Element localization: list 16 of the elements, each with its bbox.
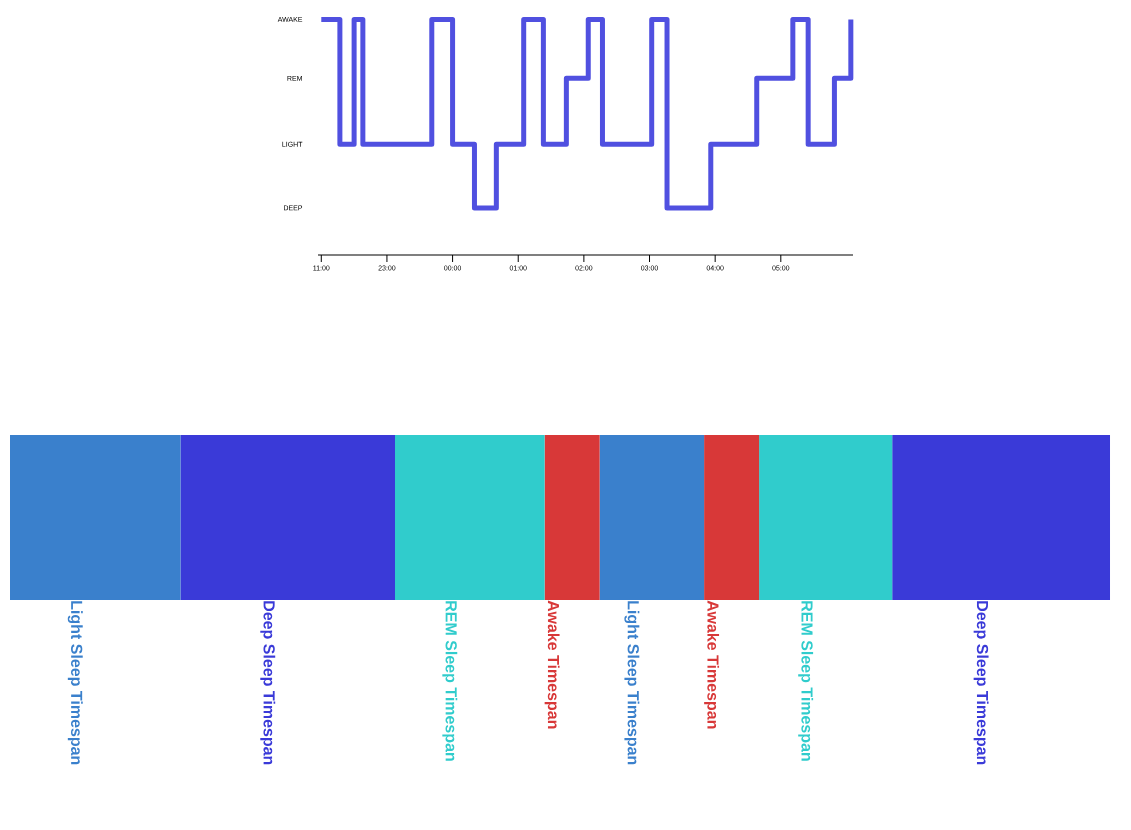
bar	[599, 435, 705, 600]
text: REM Sleep Timespan	[798, 601, 814, 761]
bar	[704, 435, 760, 600]
text: Deep Sleep Timespan	[260, 601, 276, 765]
text: Awake Timespan	[704, 600, 720, 729]
text: Light Sleep Timespan	[67, 601, 83, 765]
bar	[544, 435, 600, 600]
bar	[395, 435, 545, 600]
bar	[180, 435, 396, 600]
text: Deep Sleep Timespan	[973, 601, 989, 765]
text: REM Sleep Timespan	[442, 601, 458, 761]
text: Light Sleep Timespan	[624, 601, 640, 765]
text: Awake Timespan	[544, 600, 560, 729]
bar	[759, 435, 893, 600]
bar	[892, 435, 1111, 600]
bar	[10, 435, 181, 600]
